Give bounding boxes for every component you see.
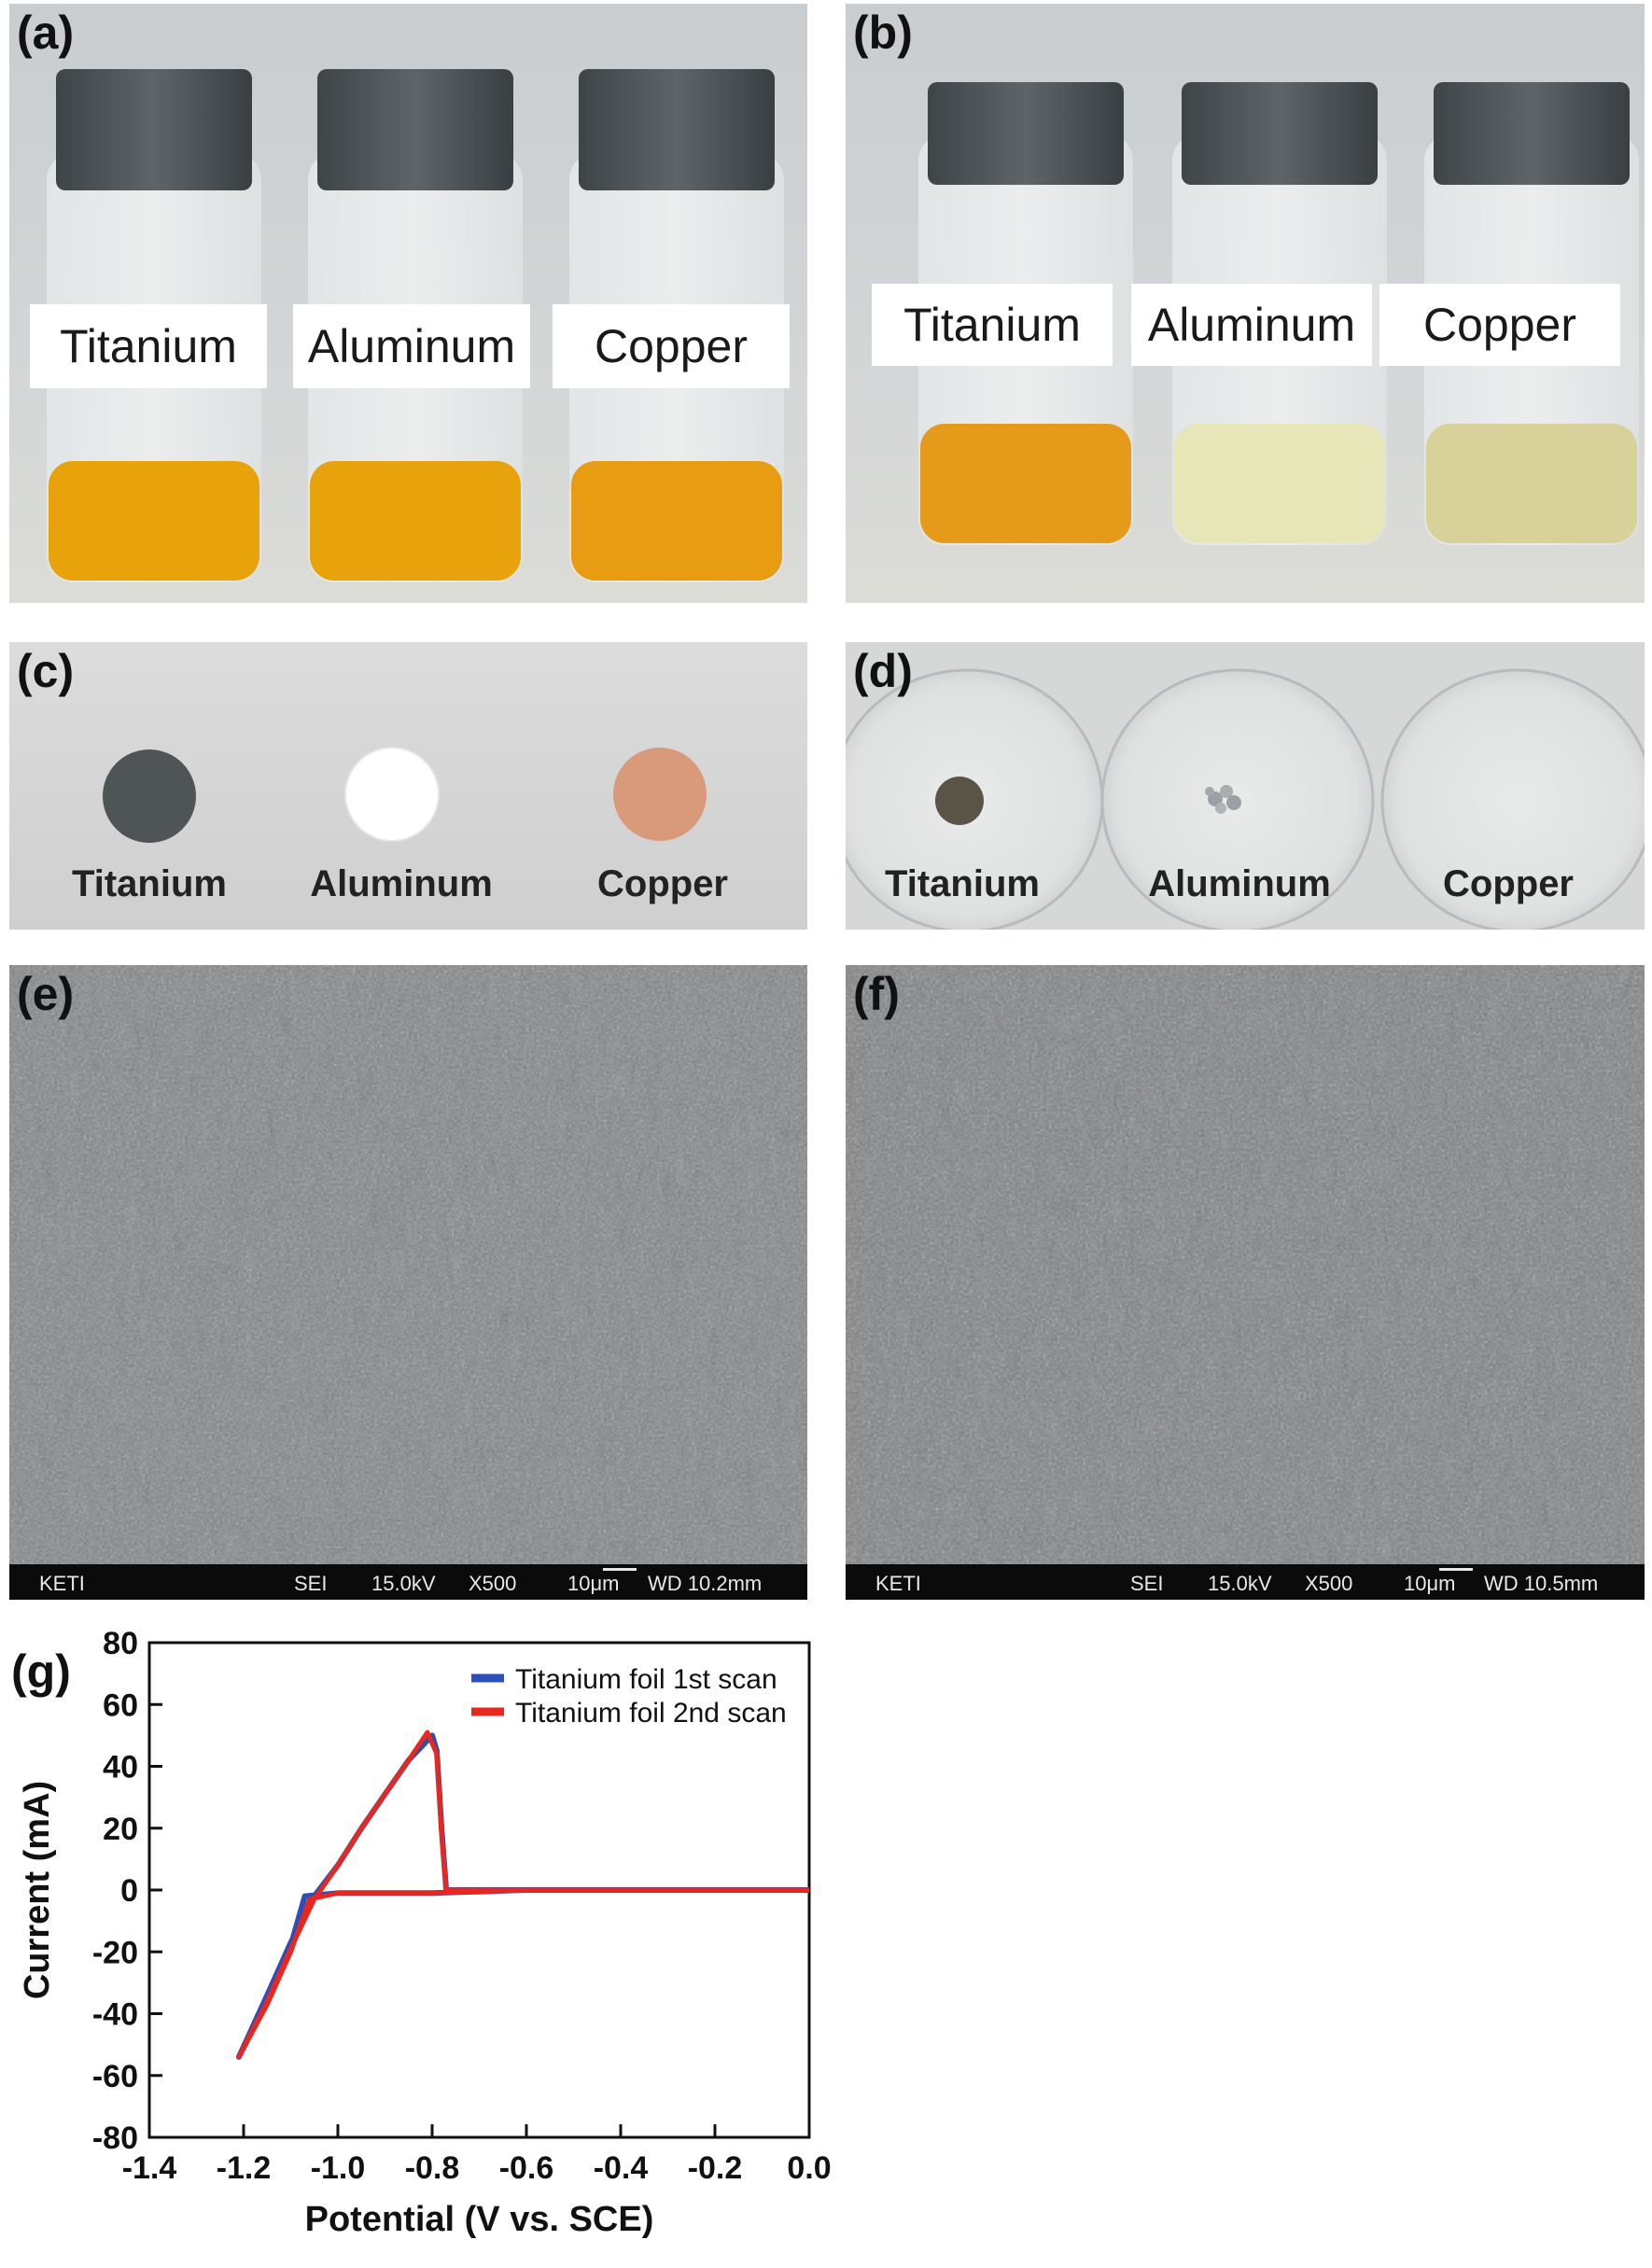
y-tick-label: -20 — [92, 1935, 138, 1970]
cv-chart: -1.4 -1.2 -1.0 -0.8 -0.6 -0.4 -0.2 0.0 80 60 40 20… — [18, 1626, 832, 2239]
series-layer — [235, 1729, 809, 2060]
panel-c-photo — [9, 642, 807, 930]
panel-b: (b) Titanium Aluminum Copper — [846, 4, 1645, 603]
x-tick-label: -1.4 — [122, 2150, 177, 2186]
sem-wd: WD 10.2mm — [648, 1572, 763, 1595]
panel-c: (c) Titanium Aluminum Copper — [9, 642, 807, 930]
panel-e: (e) KETI SEI 15.0kV X500 10μm WD 10.2mm — [9, 965, 807, 1600]
x-tick-label: 0.0 — [787, 2150, 831, 2186]
sem-mode: SEI — [294, 1572, 328, 1595]
sem-image-e — [9, 965, 807, 1564]
sem-info-bar: KETI SEI 15.0kV X500 10μm WD 10.5mm — [846, 1564, 1645, 1600]
y-tick-label: 80 — [103, 1626, 138, 1661]
sem-scale-bar — [1439, 1568, 1473, 1571]
y-axis-label: Current (mA) — [18, 1781, 57, 1999]
panel-letter: (a) — [17, 7, 75, 59]
y-tick-label: -60 — [92, 2059, 138, 2094]
panel-a-photo — [9, 4, 807, 603]
x-tick-label: -0.2 — [688, 2150, 743, 2186]
x-axis-label: Potential (V vs. SCE) — [305, 2200, 654, 2239]
sem-mode: SEI — [1130, 1572, 1164, 1595]
legend-label-2: Titanium foil 2nd scan — [515, 1698, 787, 1729]
sem-magnification: X500 — [1305, 1572, 1353, 1595]
panel-letter: (b) — [853, 7, 913, 59]
disc-label-aluminum: Aluminum — [310, 863, 493, 904]
vial-label-copper: Copper — [1379, 284, 1620, 366]
sem-org: KETI — [875, 1572, 921, 1595]
panel-letter: (f) — [853, 968, 900, 1020]
sem-voltage: 15.0kV — [371, 1572, 436, 1595]
disc-label-titanium: Titanium — [885, 863, 1040, 904]
disc-label-copper: Copper — [597, 863, 728, 904]
sem-scale: 10μm — [1404, 1572, 1456, 1595]
y-tick-label: 40 — [103, 1750, 138, 1785]
sem-wd: WD 10.5mm — [1484, 1572, 1599, 1595]
vial-label-titanium: Titanium — [30, 304, 267, 388]
panel-letter: (e) — [17, 968, 75, 1020]
y-tick-label: -40 — [92, 1997, 138, 2033]
y-axis: 80 60 40 20 0 -20 -40 -60 -80 — [92, 1626, 162, 2156]
x-tick-label: -0.8 — [405, 2150, 460, 2186]
sem-magnification: X500 — [469, 1572, 517, 1595]
panel-letter: (c) — [17, 645, 75, 697]
panel-a: (a) Titanium Aluminum Copper — [9, 4, 807, 603]
panel-f: (f) KETI SEI 15.0kV X500 10μm WD 10.5mm — [846, 965, 1645, 1600]
vial-label-aluminum: Aluminum — [293, 304, 530, 388]
series-line-2 — [236, 1729, 809, 2060]
y-tick-label: 20 — [103, 1812, 138, 1847]
y-tick-label: -80 — [92, 2121, 138, 2156]
disc-label-aluminum: Aluminum — [1148, 863, 1331, 904]
panel-letter: (g) — [11, 1645, 71, 1698]
sem-scale-bar — [603, 1568, 637, 1571]
legend-label-1: Titanium foil 1st scan — [515, 1664, 777, 1695]
vial-label-titanium: Titanium — [872, 284, 1113, 366]
panel-letter: (d) — [853, 645, 913, 697]
sem-voltage: 15.0kV — [1208, 1572, 1272, 1595]
panel-d: (d) Titanium Aluminum Copper — [846, 642, 1645, 930]
x-tick-label: -0.4 — [594, 2150, 649, 2186]
sem-info-bar: KETI SEI 15.0kV X500 10μm WD 10.2mm — [9, 1564, 807, 1600]
sem-scale: 10μm — [567, 1572, 620, 1595]
vial-label-copper: Copper — [553, 304, 790, 388]
vial-label-aluminum: Aluminum — [1131, 284, 1372, 366]
y-tick-label: 0 — [120, 1873, 138, 1909]
sem-org: KETI — [39, 1572, 85, 1595]
disc-label-titanium: Titanium — [72, 863, 227, 904]
x-tick-label: -1.0 — [311, 2150, 366, 2186]
panel-g: (g) -1.4 -1.2 -1.0 -0.8 -0.6 -0.4 -0.2 0.0 80 60… — [0, 1624, 859, 2268]
x-tick-label: -1.2 — [217, 2150, 272, 2186]
disc-label-copper: Copper — [1443, 863, 1574, 904]
x-tick-label: -0.6 — [499, 2150, 554, 2186]
y-tick-label: 60 — [103, 1687, 138, 1723]
x-axis: -1.4 -1.2 -1.0 -0.8 -0.6 -0.4 -0.2 0.0 — [122, 2124, 832, 2186]
sem-image-f — [846, 965, 1645, 1564]
panel-d-photo — [846, 642, 1645, 930]
